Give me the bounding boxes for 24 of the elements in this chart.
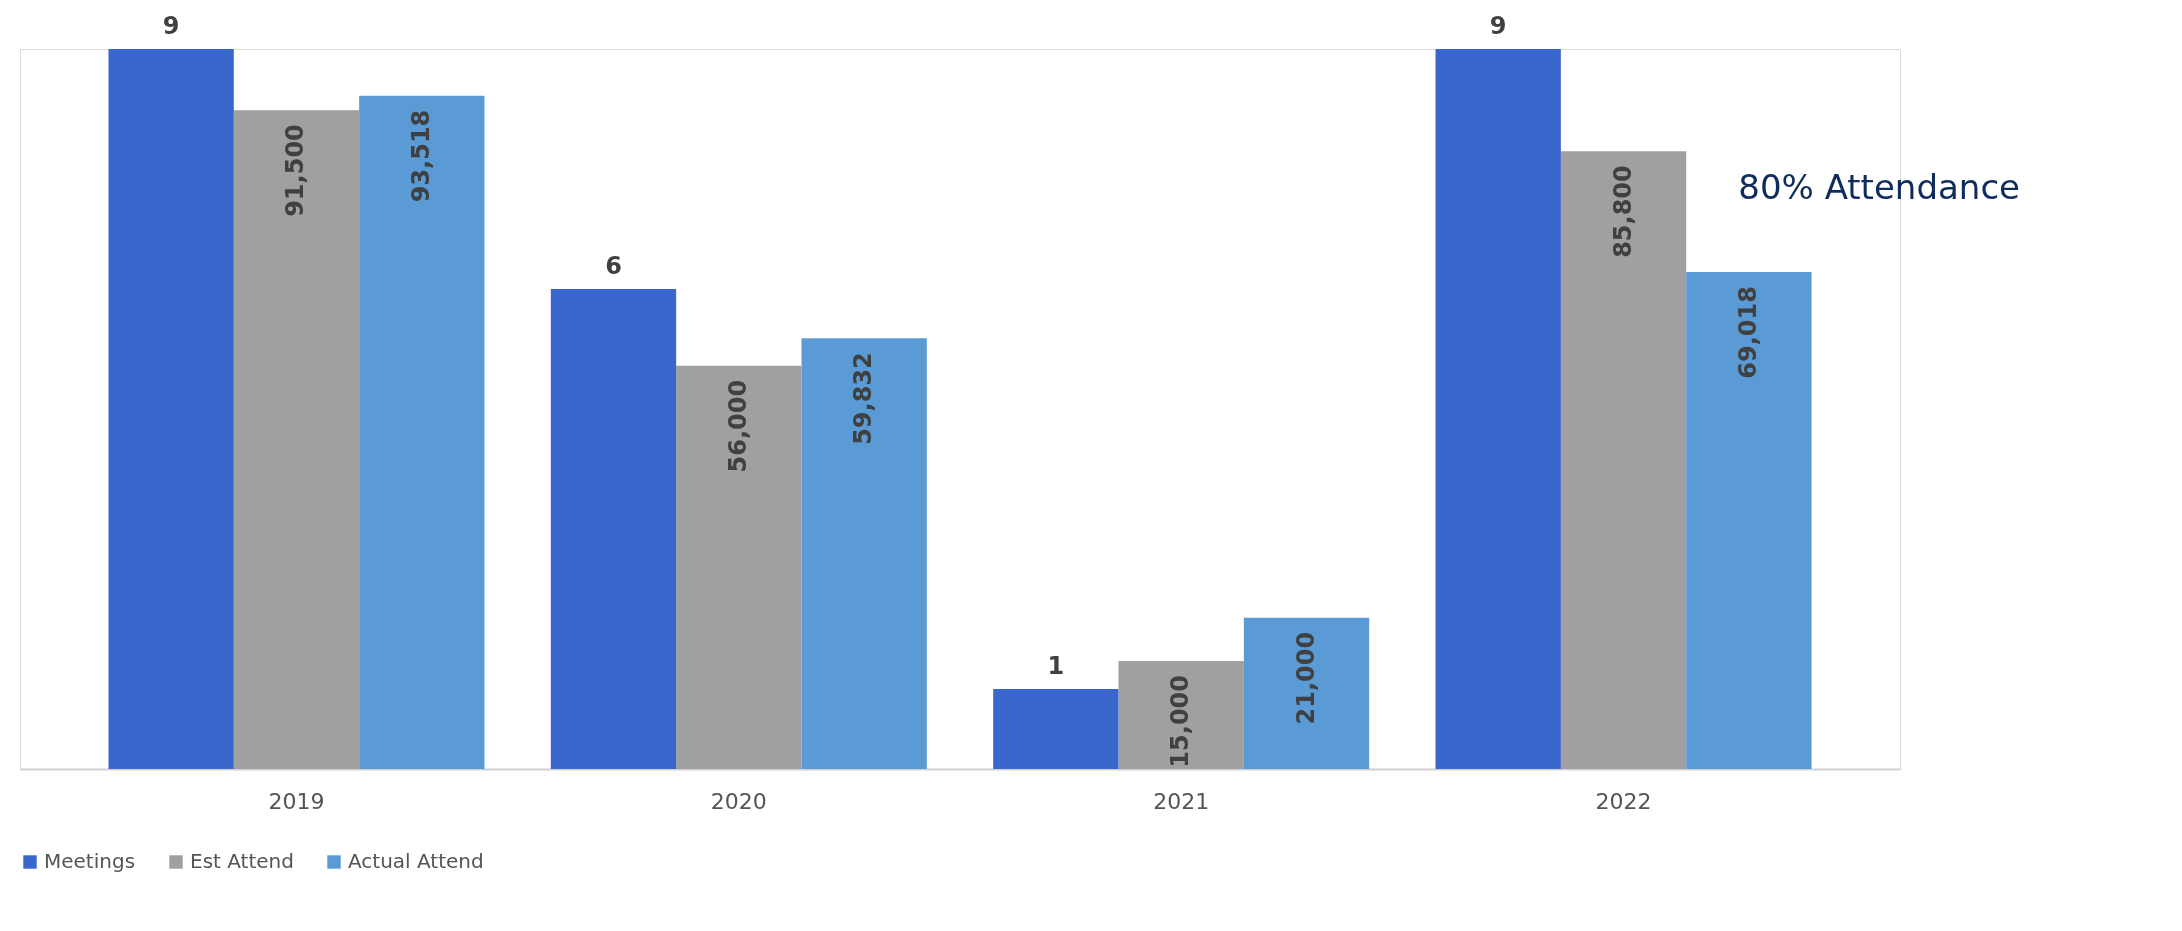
x-tick-label: 2019 <box>268 788 325 814</box>
data-label: 59,832 <box>849 352 878 445</box>
legend-label: Est Attend <box>190 849 294 873</box>
x-tick-label: 2022 <box>1595 788 1652 814</box>
legend-label: Meetings <box>44 849 136 873</box>
bar <box>359 95 485 769</box>
data-label: 85,800 <box>1608 165 1637 258</box>
x-tick-label: 2021 <box>1153 788 1210 814</box>
data-label: 9 <box>162 12 180 40</box>
bar <box>1243 617 1370 769</box>
data-label: 21,000 <box>1291 631 1320 725</box>
data-label: 15,000 <box>1166 675 1195 768</box>
x-tick-label: 2020 <box>710 788 767 814</box>
bar <box>1686 272 1812 769</box>
data-label: 91,500 <box>281 124 310 217</box>
data-label: 9 <box>1489 12 1507 40</box>
data-label: 69,018 <box>1733 286 1762 379</box>
data-label: 93,518 <box>406 109 435 203</box>
bar <box>801 338 927 769</box>
annotation: 80% Attendance <box>1738 167 2020 207</box>
data-label: 56,000 <box>723 379 752 473</box>
data-label: 1 <box>1047 652 1065 680</box>
data-label: 6 <box>605 252 622 280</box>
legend-label: Actual Attend <box>348 849 484 873</box>
